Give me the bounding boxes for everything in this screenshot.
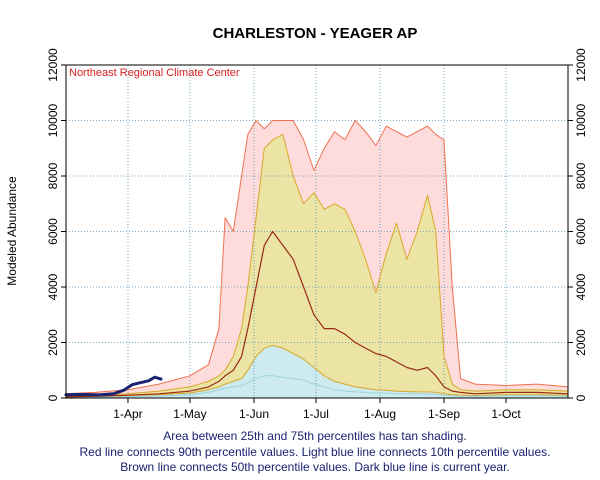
y-axis-left: 0 2000 4000 6000 8000 10000 12000: [46, 48, 66, 401]
y-axis-label: Modeled Abundance: [5, 176, 19, 286]
area-10th-percentile: [66, 375, 568, 398]
x-tick-label: 1-Aug: [364, 407, 396, 421]
y-tick-label-right: 2000: [574, 329, 588, 356]
y-tick-label-left: 12000: [46, 48, 60, 82]
note-line-3: Brown line connects 50th percentile valu…: [120, 460, 510, 474]
line-75th-percentile: [65, 133, 569, 397]
line-10th-percentile: [65, 375, 569, 398]
y-tick-label-left: 0: [46, 394, 60, 401]
plot-area: [64, 64, 569, 399]
note-line-1: Area between 25th and 75th percentiles h…: [163, 429, 467, 443]
area-interquartile: [66, 134, 568, 398]
y-tick-label-right: 6000: [574, 218, 588, 245]
y-tick-label-right: 12000: [574, 48, 588, 82]
area-10th-to-25th: [66, 345, 568, 398]
x-axis: 1-Apr 1-May 1-Jun 1-Jul 1-Aug 1-Sep 1-Oct: [113, 398, 521, 421]
y-tick-label-right: 4000: [574, 273, 588, 300]
line-25th-percentile: [65, 344, 569, 398]
y-tick-label-right: 8000: [574, 162, 588, 189]
x-tick-label: 1-Jun: [239, 407, 269, 421]
y-tick-label-left: 4000: [46, 273, 60, 300]
x-tick-label: 1-Apr: [113, 407, 142, 421]
line-current-year: [64, 375, 163, 397]
y-tick-label-left: 8000: [46, 162, 60, 189]
y-axis-right: 0 2000 4000 6000 8000 10000 12000: [568, 48, 588, 401]
x-tick-label: 1-Jul: [303, 407, 329, 421]
y-tick-label-left: 10000: [46, 103, 60, 137]
note-line-2: Red line connects 90th percentile values…: [80, 445, 551, 459]
y-tick-label-right: 10000: [574, 103, 588, 137]
x-tick-label: 1-Sep: [428, 407, 460, 421]
y-tick-label-left: 2000: [46, 329, 60, 356]
y-tick-label-left: 6000: [46, 218, 60, 245]
percentile-lines: [64, 120, 569, 398]
chart-title: CHARLESTON - YEAGER AP: [213, 25, 418, 42]
line-50th-percentile: [65, 230, 569, 398]
y-tick-label-right: 0: [574, 394, 588, 401]
line-90th-percentile: [65, 120, 569, 395]
source-label: Northeast Regional Climate Center: [69, 67, 240, 79]
x-tick-label: 1-May: [173, 407, 206, 421]
x-tick-label: 1-Oct: [491, 407, 521, 421]
